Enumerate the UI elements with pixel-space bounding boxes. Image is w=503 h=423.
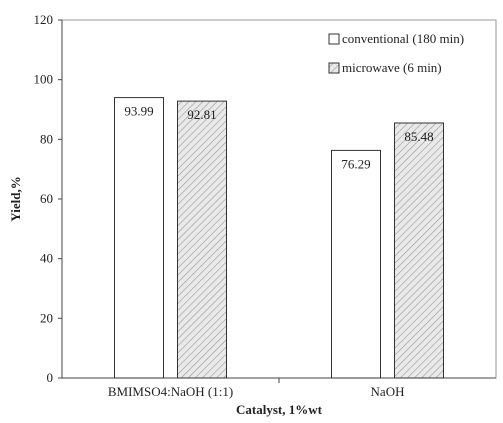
legend-swatch <box>328 33 340 45</box>
bar-conventional <box>114 97 164 379</box>
y-axis-title: Yield,% <box>8 176 23 221</box>
bar-microwave <box>177 100 227 379</box>
data-label: 93.99 <box>124 104 153 119</box>
bar-conventional <box>331 149 381 379</box>
bar-microwave <box>394 122 444 379</box>
data-label: 76.29 <box>341 156 370 171</box>
bars: 93.99 92.81 76.29 85.48 <box>114 97 444 379</box>
legend-label: microwave (6 min) <box>342 60 442 75</box>
legend-swatch <box>328 62 340 74</box>
x-axis-ticks: BMIMSO4:NaOH (1:1) NaOH <box>108 378 405 399</box>
data-label: 92.81 <box>187 107 216 122</box>
y-tick-label: 100 <box>34 72 54 87</box>
y-tick-label: 40 <box>40 251 53 266</box>
legend: conventional (180 min) microwave (6 min) <box>328 31 464 75</box>
x-tick-label: BMIMSO4:NaOH (1:1) <box>108 384 233 399</box>
y-tick-label: 0 <box>47 370 54 385</box>
y-tick-label: 60 <box>40 191 53 206</box>
y-axis-ticks: 0 20 40 60 80 100 120 <box>34 12 62 385</box>
legend-label: conventional (180 min) <box>342 31 464 46</box>
y-tick-label: 20 <box>40 310 53 325</box>
x-tick-label: NaOH <box>371 384 405 399</box>
y-tick-label: 120 <box>34 12 54 27</box>
data-label: 85.48 <box>404 129 433 144</box>
x-axis-title: Catalyst, 1%wt <box>236 402 323 417</box>
y-tick-label: 80 <box>40 131 53 146</box>
